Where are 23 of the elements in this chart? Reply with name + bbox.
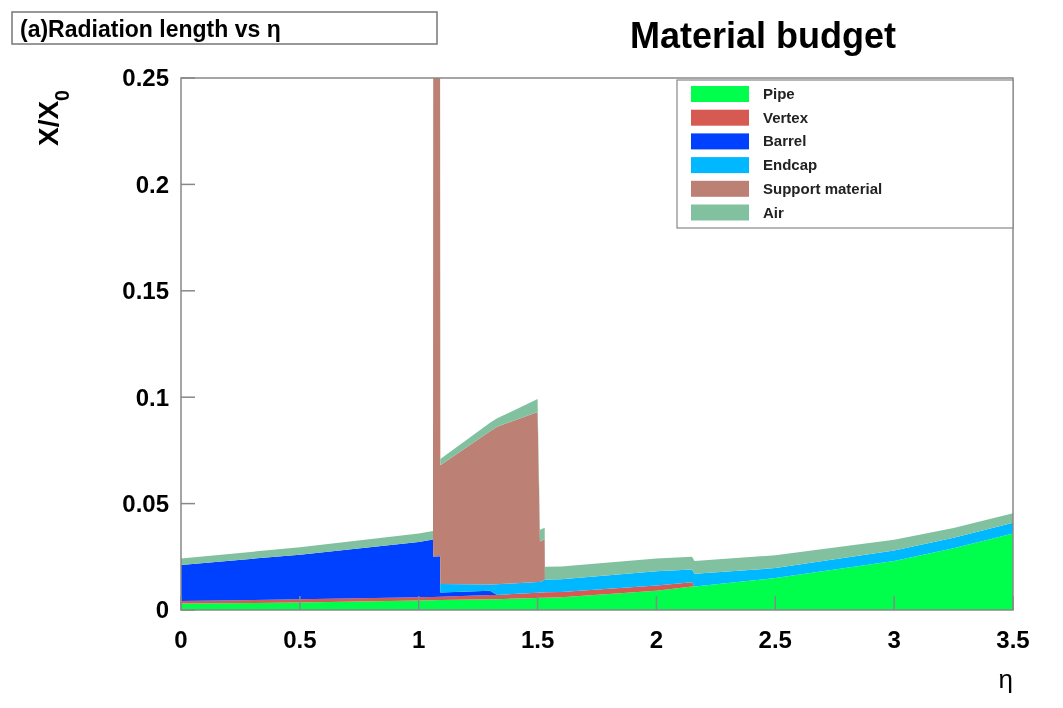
y-tick-label: 0.25 bbox=[122, 64, 169, 92]
text: (a)Radiation length vs η bbox=[20, 16, 281, 42]
x-tick-label: 3 bbox=[887, 626, 901, 653]
chart-title: Material budget bbox=[629, 15, 897, 56]
legend-label: Pipe bbox=[763, 85, 795, 102]
legend-label: Vertex bbox=[763, 108, 809, 126]
y-tick-label: 0.2 bbox=[135, 170, 169, 198]
x-axis-title: η bbox=[998, 664, 1013, 694]
x-tick-label: 0.5 bbox=[283, 626, 317, 653]
x-tick-label: 2.5 bbox=[758, 626, 792, 653]
y-tick-label: 0.15 bbox=[122, 277, 169, 305]
x-tick-label: 3.5 bbox=[996, 626, 1030, 653]
legend-label: Barrel bbox=[763, 132, 807, 150]
legend-label: Endcap bbox=[763, 156, 818, 174]
x-tick-label: 1.5 bbox=[520, 626, 555, 653]
legend-label: Support material bbox=[763, 179, 883, 197]
legend-label: Air bbox=[763, 203, 784, 221]
y-tick-label: 0 bbox=[155, 596, 169, 624]
x-tick-label: 1 bbox=[412, 626, 426, 653]
y-tick-label: 0.05 bbox=[122, 490, 169, 517]
x-tick-label: 0 bbox=[174, 626, 188, 653]
x-tick-label: 2 bbox=[649, 626, 664, 653]
y-tick-label: 0.1 bbox=[135, 383, 169, 411]
